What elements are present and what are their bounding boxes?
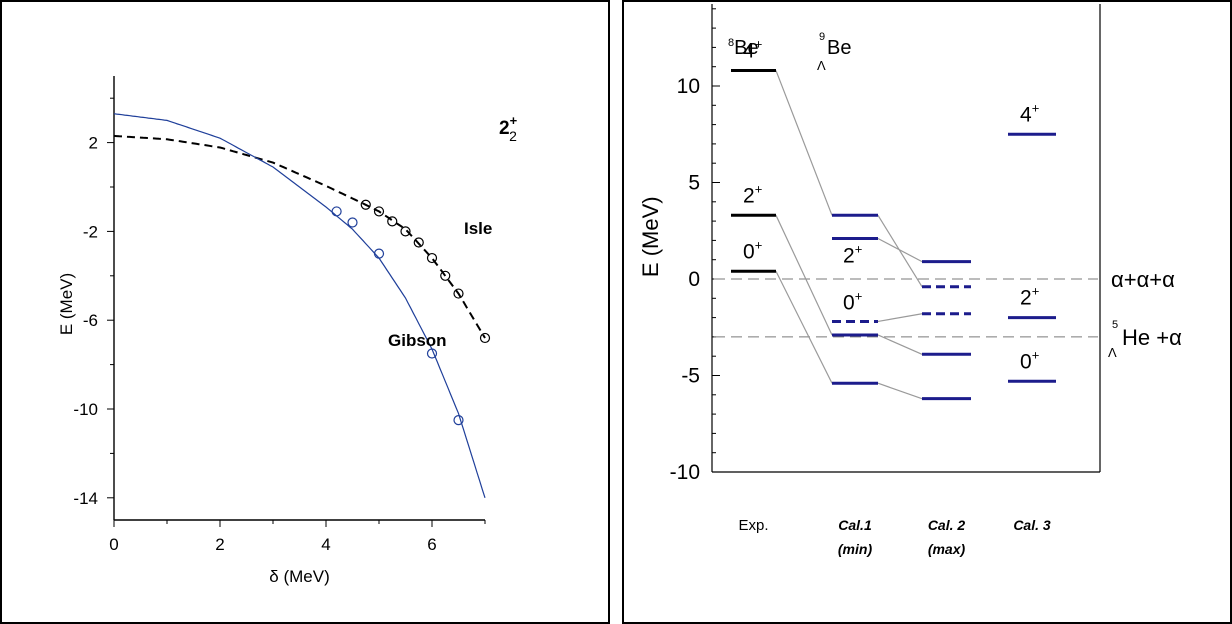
- data-point-isle: [413, 237, 424, 248]
- column-sublabel: (min): [838, 541, 873, 557]
- column-label: Exp.: [738, 517, 768, 534]
- spin-label-parity: +: [855, 241, 863, 256]
- series-line-isle: [113, 134, 486, 339]
- y-tick-label: 5: [688, 172, 700, 195]
- y-tick-label: 0: [688, 268, 700, 291]
- delta-energy-chart-panel: 0 2 4 6 2 -2 -6 -10 -14 δ (MeV) E (MeV) Isle Gibson 2…: [0, 0, 610, 624]
- threshold-label-he-lambda: Λ: [1108, 345, 1117, 360]
- threshold-label-he-mass: 5: [1112, 319, 1118, 331]
- data-point-isle: [400, 226, 411, 237]
- level-connector: [775, 70, 833, 216]
- nucleus-label-9be-mass: 9: [819, 31, 825, 43]
- data-point-isle: [426, 252, 438, 264]
- spin-label-parity: +: [1032, 347, 1040, 362]
- y-tick-label: -10: [73, 400, 98, 419]
- spin-label: 4+: [1020, 100, 1039, 126]
- nucleus-label-9be-symbol: Be: [827, 37, 851, 59]
- spin-label-value: 2: [1020, 287, 1032, 310]
- spin-label-value: 2: [843, 244, 855, 267]
- spin-label-parity: +: [755, 37, 763, 52]
- data-point-isle: [360, 199, 371, 210]
- data-point-gibson: [347, 217, 358, 228]
- level-connector: [877, 313, 923, 323]
- level-connector: [877, 214, 923, 288]
- series-label-gibson: Gibson: [388, 331, 447, 350]
- y-axis-title: E (MeV): [57, 273, 76, 335]
- spin-label: 2+: [1020, 284, 1039, 310]
- level-connector: [775, 271, 833, 384]
- delta-energy-chart: 0 2 4 6 2 -2 -6 -10 -14 δ (MeV) E (MeV) Isle Gibson 2…: [57, 76, 518, 586]
- x-tick-label: 0: [109, 535, 118, 554]
- y-tick-label: -2: [83, 222, 98, 241]
- x-tick-label: 2: [215, 535, 224, 554]
- spin-label-value: 4: [743, 40, 755, 63]
- data-point-gibson: [426, 348, 438, 359]
- level-connector: [877, 334, 923, 355]
- data-point-isle: [373, 206, 385, 217]
- column-label: Cal.1: [838, 517, 872, 533]
- series-line-gibson: [113, 113, 486, 498]
- y-tick-label: -5: [681, 365, 700, 388]
- x-tick-label: 6: [427, 535, 436, 554]
- data-point-isle: [440, 270, 451, 281]
- data-point-gibson: [331, 206, 342, 217]
- state-annotation-main: 2: [499, 118, 510, 139]
- spin-label: 2+: [743, 181, 762, 207]
- spin-label-parity: +: [755, 181, 763, 196]
- y-tick-label: -10: [670, 461, 700, 484]
- data-point-isle: [453, 288, 464, 299]
- y-tick-label: 10: [677, 75, 700, 98]
- column-label: Cal. 3: [1013, 517, 1051, 533]
- spin-label-value: 0: [843, 291, 855, 314]
- level-connector: [775, 215, 833, 336]
- spin-label-parity: +: [1032, 284, 1040, 299]
- spin-label-parity: +: [855, 288, 863, 303]
- nucleus-label-8be-mass: 8: [728, 37, 734, 49]
- data-point-isle: [387, 216, 398, 227]
- y-axis-title: E (MeV): [638, 196, 663, 277]
- y-tick-label: -6: [83, 311, 98, 330]
- spin-label-parity: +: [755, 237, 763, 252]
- level-connector: [877, 237, 923, 263]
- nucleus-label-8be-symbol: Be: [734, 37, 758, 59]
- spin-label-value: 2: [743, 184, 755, 207]
- spin-label: 2+: [843, 241, 862, 267]
- state-annotation-sub: 2: [509, 128, 517, 144]
- column-sublabel: (max): [928, 541, 966, 557]
- level-connector: [877, 382, 923, 400]
- y-tick-label: -14: [73, 489, 98, 508]
- spin-label: 0+: [843, 288, 862, 314]
- state-annotation-sup: +: [510, 113, 518, 128]
- spin-label-value: 0: [1020, 350, 1032, 373]
- series-label-isle: Isle: [464, 219, 492, 238]
- threshold-label-he: He +α: [1122, 325, 1182, 350]
- spin-label-value: 0: [743, 240, 755, 263]
- state-annotation: 2+ 2: [499, 113, 518, 144]
- spin-label: 4+: [743, 37, 762, 63]
- threshold-label-alpha: α+α+α: [1111, 267, 1175, 292]
- spin-label-value: 4: [1020, 103, 1032, 126]
- x-axis-title: δ (MeV): [269, 567, 329, 586]
- data-point-isle: [479, 332, 491, 344]
- y-tick-label: 2: [89, 134, 98, 153]
- spin-label: 0+: [743, 237, 762, 263]
- spin-label-parity: +: [1032, 100, 1040, 115]
- x-tick-label: 4: [321, 535, 330, 554]
- nucleus-label-9be-lambda: Λ: [817, 58, 826, 73]
- nucleus-label-8be: 8Be: [728, 37, 759, 59]
- data-point-gibson: [453, 415, 464, 426]
- column-label: Cal. 2: [928, 517, 966, 533]
- spin-label: 0+: [1020, 347, 1039, 373]
- data-point-gibson: [373, 248, 385, 259]
